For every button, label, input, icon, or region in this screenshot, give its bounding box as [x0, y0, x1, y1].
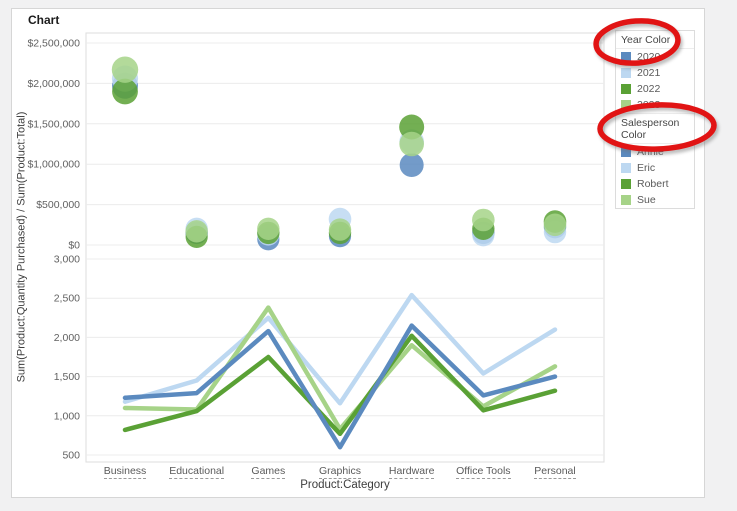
y-tick-label: $1,500,000 [27, 118, 80, 130]
legend-swatch-icon [621, 195, 631, 205]
chart-title: Chart [28, 13, 60, 27]
legend-item-2022[interactable]: 2022 [616, 81, 694, 97]
legend-swatch-icon [621, 68, 631, 78]
scatter-point-2023-educational[interactable] [185, 220, 208, 243]
category-label-office-tools[interactable]: Office Tools [456, 465, 511, 479]
legend-group-title: Salesperson Color [616, 113, 694, 144]
x-axis-title: Product:Category [300, 479, 390, 491]
line-series-annie[interactable] [122, 323, 558, 450]
legend-group-title: Year Color [616, 31, 694, 49]
category-label-personal[interactable]: Personal [534, 465, 576, 479]
legend-swatch-icon [621, 179, 631, 189]
scatter-point-2022-business[interactable] [112, 78, 138, 105]
legend: Year Color 2020 2021 2022 2023 Salesperson Co… [615, 30, 695, 209]
line-series-eric[interactable] [122, 292, 558, 406]
scatter-point-2023-personal[interactable] [543, 213, 567, 237]
legend-group-year-color: Year Color 2020 2021 2022 2023 [616, 31, 694, 113]
category-label-hardware[interactable]: Hardware [388, 465, 435, 479]
legend-swatch-icon [621, 84, 631, 94]
category-label-educational[interactable]: Educational [169, 465, 225, 479]
legend-item-2020[interactable]: 2020 [616, 49, 694, 65]
legend-item-label: 2023 [637, 99, 661, 111]
legend-swatch-icon [621, 52, 631, 62]
legend-swatch-icon [621, 147, 631, 157]
legend-group-salesperson-color: Salesperson Color Annie Eric Robert Sue [616, 113, 694, 208]
legend-item-2021[interactable]: 2021 [616, 65, 694, 81]
scatter-point-2020-hardware[interactable] [399, 153, 424, 177]
scatter-point-2023-hardware[interactable] [399, 131, 424, 157]
y-tick-label: $1,000,000 [27, 159, 80, 171]
legend-item-label: Annie [637, 146, 664, 158]
legend-item-annie[interactable]: Annie [616, 144, 694, 160]
line-series-robert[interactable] [122, 333, 558, 437]
legend-item-label: 2022 [637, 83, 661, 95]
y-tick-label: 2,000 [54, 332, 80, 344]
y-tick-label: 3,000 [54, 254, 80, 266]
legend-item-label: 2021 [637, 67, 661, 79]
y-tick-label: $500,000 [36, 199, 80, 211]
y-tick-label: 1,000 [54, 410, 80, 422]
legend-item-eric[interactable]: Eric [616, 160, 694, 176]
y-tick-label: 2,500 [54, 293, 80, 305]
y-tick-label: $0 [68, 240, 80, 252]
legend-item-label: Robert [637, 178, 669, 190]
y-axis-title: Sum(Product:Quantity Purchased) / Sum(Pr… [15, 111, 28, 383]
scatter-point-2023-games[interactable] [257, 217, 280, 240]
y-tick-label: 1,500 [54, 371, 80, 383]
scatter-point-2023-business[interactable] [111, 56, 139, 83]
category-label-games[interactable]: Games [251, 465, 286, 479]
legend-item-sue[interactable]: Sue [616, 192, 694, 208]
category-label-graphics[interactable]: Graphics [318, 465, 361, 479]
category-label-business[interactable]: Business [103, 465, 147, 479]
scatter-point-2023-office-tools[interactable] [472, 208, 495, 232]
legend-swatch-icon [621, 163, 631, 173]
legend-item-label: Eric [637, 162, 656, 174]
legend-swatch-icon [621, 100, 631, 110]
legend-item-label: Sue [637, 194, 656, 206]
legend-item-robert[interactable]: Robert [616, 176, 694, 192]
y-tick-label: $2,000,000 [27, 78, 80, 90]
scatter-point-2022-hardware[interactable] [399, 114, 425, 140]
legend-item-2023[interactable]: 2023 [616, 97, 694, 113]
y-tick-label: 500 [62, 450, 80, 462]
y-tick-label: $2,500,000 [27, 38, 80, 50]
legend-item-label: 2020 [637, 51, 661, 63]
scatter-point-2023-graphics[interactable] [328, 218, 352, 241]
